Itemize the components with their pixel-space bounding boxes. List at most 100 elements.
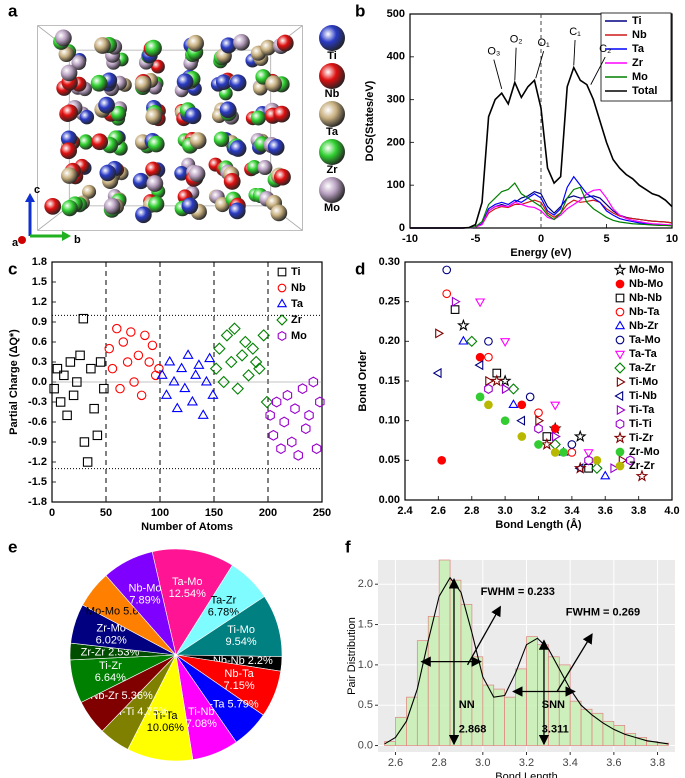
y-tick-label: 500 (387, 8, 405, 20)
x-tick-label: 3.8 (650, 757, 665, 769)
y-axis-title: Bond Order (357, 350, 369, 412)
x-tick-label: 150 (205, 507, 223, 519)
arrow-head (25, 193, 35, 202)
histogram-bar (493, 688, 506, 746)
legend-label: Mo (632, 71, 648, 83)
x-tick-label: 250 (313, 507, 331, 519)
x-axis-title: Bond Length (495, 771, 557, 778)
atom (135, 206, 152, 224)
peak-arrow (493, 59, 503, 90)
data-point (456, 318, 470, 331)
x-tick-label: 3.6 (606, 757, 621, 769)
annotation-arrow (556, 633, 593, 692)
y-tick-label: 400 (387, 51, 405, 63)
panel-label: d (355, 259, 365, 278)
data-point (625, 455, 635, 466)
slice-label: Ti-Mo (227, 624, 255, 636)
data-point (551, 431, 561, 442)
y-tick-label: -1.5 (28, 476, 47, 488)
pie-slice (151, 548, 233, 656)
data-point (442, 265, 452, 275)
data-point (490, 374, 504, 387)
legend-label: Ti-Mo (629, 376, 658, 388)
atom (181, 197, 199, 215)
data-point (600, 470, 611, 480)
data-point (197, 409, 209, 419)
atom (103, 197, 121, 215)
y-tick-label: 0.25 (379, 296, 400, 308)
data-point (484, 400, 493, 410)
slice-label: Ta-Mo (172, 576, 203, 588)
data-point (62, 410, 72, 421)
data-point (147, 340, 158, 351)
panel-label: a (8, 1, 18, 20)
data-point (567, 448, 577, 457)
data-point (220, 329, 234, 342)
histogram-bar (504, 696, 516, 746)
legend-label: Zr (327, 164, 339, 176)
atom (148, 196, 165, 213)
legend-marker (616, 404, 626, 416)
peak-arrow (535, 50, 545, 79)
data-point (95, 357, 106, 367)
legend-label: Ta (326, 126, 339, 138)
y-axis-title: DOS(States/eV) (364, 80, 376, 161)
data-point (584, 455, 593, 466)
legend-atom (319, 177, 345, 203)
data-point (156, 369, 168, 379)
atom (219, 101, 237, 119)
atom (60, 64, 78, 82)
slice-value: 7.08% (186, 718, 217, 730)
slice-value: 6.64% (95, 672, 126, 684)
data-point (209, 362, 223, 375)
data-point (82, 457, 93, 467)
data-point (301, 423, 311, 435)
legend-marker (276, 314, 288, 326)
legend-label: Ti (632, 15, 642, 27)
legend-label: Ti-Ta (629, 404, 655, 416)
data-point (133, 350, 144, 361)
legend-label: Ti-Zr (629, 432, 654, 444)
data-point (104, 343, 114, 354)
slice-label: Zr-Mo (97, 623, 126, 635)
slice-value: 4.75% (137, 706, 168, 718)
legend-marker (615, 335, 625, 345)
legend-label: Ta (632, 43, 645, 55)
atom (174, 166, 189, 181)
legend-label: Ti-Ti (629, 418, 652, 430)
atom (145, 161, 161, 178)
atom (94, 37, 111, 54)
legend-marker (277, 267, 287, 277)
atom (60, 130, 78, 147)
legend-marker (615, 418, 625, 430)
atom (270, 204, 288, 222)
data-point (540, 437, 554, 450)
atom (260, 39, 276, 56)
data-point (190, 369, 202, 379)
legend-label: Ta-Mo (629, 334, 661, 346)
data-point (635, 469, 649, 482)
x-tick-label: 3.2 (531, 505, 546, 517)
y-tick-label: -1.2 (28, 456, 47, 468)
legend-label: Nb-Zr (629, 320, 659, 332)
peak-arrow (514, 47, 517, 81)
histogram-bar (395, 716, 407, 746)
legend-marker (613, 263, 627, 276)
data-point (112, 323, 122, 334)
y-tick-label: 2.0 (358, 578, 373, 590)
x-tick-label: 0 (49, 507, 55, 519)
y-tick-label: 200 (387, 136, 405, 148)
panel-label: e (8, 537, 17, 556)
y-axis-title: Partial Charge (ΔQ*) (8, 329, 20, 435)
legend-label: Ti (291, 266, 301, 278)
slice-value: 9.54% (226, 636, 257, 648)
data-point (550, 424, 560, 433)
atom (151, 59, 165, 74)
data-point (228, 322, 241, 335)
y-tick-label: 0 (399, 222, 405, 234)
data-point (458, 335, 469, 345)
atom (215, 74, 232, 90)
atom (257, 160, 273, 176)
data-point (78, 313, 89, 324)
y-tick-label: 0.10 (379, 415, 400, 427)
